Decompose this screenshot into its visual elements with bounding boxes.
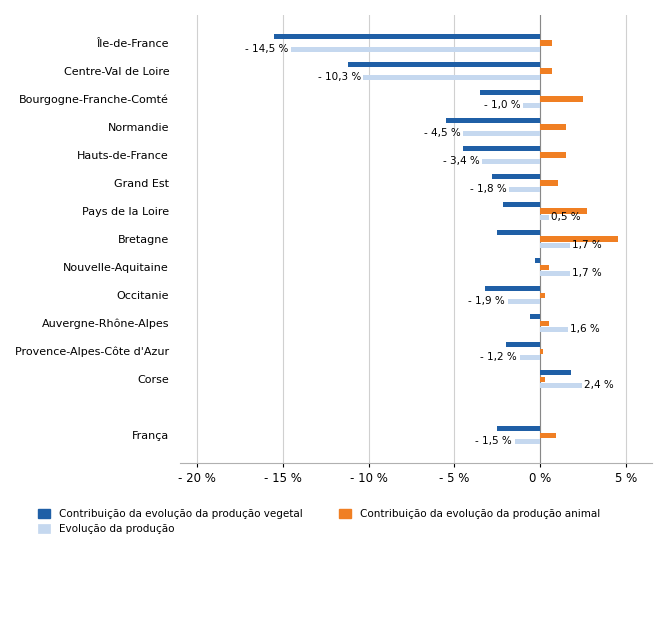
Text: 1,7 %: 1,7 % — [572, 268, 602, 278]
Text: 1,7 %: 1,7 % — [572, 240, 602, 250]
Bar — [480, 90, 540, 96]
Text: - 1,9 %: - 1,9 % — [468, 296, 505, 306]
Bar — [520, 355, 540, 360]
Bar — [540, 271, 570, 276]
Text: - 1,5 %: - 1,5 % — [475, 436, 512, 446]
Legend: Contribuição da evolução da produção vegetal, Evolução da produção, Contribuição: Contribuição da evolução da produção veg… — [33, 504, 604, 538]
Bar — [540, 153, 566, 158]
Bar — [540, 40, 552, 45]
Bar — [274, 34, 540, 39]
Bar — [482, 158, 540, 164]
Bar — [523, 102, 540, 107]
Bar — [540, 243, 570, 248]
Bar — [540, 432, 556, 438]
Text: - 1,2 %: - 1,2 % — [480, 352, 517, 362]
Bar — [348, 62, 540, 67]
Bar — [463, 147, 540, 152]
Bar — [492, 175, 540, 179]
Bar — [540, 96, 583, 101]
Bar — [498, 427, 540, 432]
Text: - 1,8 %: - 1,8 % — [470, 184, 507, 194]
Text: 1,6 %: 1,6 % — [570, 324, 600, 334]
Text: - 3,4 %: - 3,4 % — [443, 156, 480, 166]
Bar — [540, 370, 571, 375]
Bar — [540, 376, 546, 381]
Bar — [530, 314, 540, 319]
Bar — [506, 342, 540, 347]
Bar — [540, 209, 587, 214]
Bar — [502, 202, 540, 207]
Bar — [463, 130, 540, 136]
Bar — [540, 292, 546, 297]
Bar — [486, 286, 540, 291]
Bar — [540, 383, 582, 388]
Bar — [291, 47, 540, 52]
Bar — [540, 181, 558, 186]
Text: - 10,3 %: - 10,3 % — [317, 72, 361, 82]
Bar — [540, 327, 568, 332]
Bar — [540, 124, 566, 130]
Bar — [535, 258, 540, 263]
Bar — [540, 320, 549, 325]
Bar — [540, 348, 543, 353]
Bar — [364, 75, 540, 79]
Text: - 4,5 %: - 4,5 % — [424, 128, 460, 138]
Bar — [540, 215, 549, 220]
Bar — [514, 438, 540, 444]
Text: 2,4 %: 2,4 % — [584, 380, 614, 390]
Text: - 1,0 %: - 1,0 % — [484, 100, 520, 110]
Bar — [510, 187, 540, 192]
Bar — [498, 230, 540, 235]
Bar — [540, 68, 552, 73]
Bar — [540, 265, 549, 270]
Text: 0,5 %: 0,5 % — [552, 212, 581, 222]
Bar — [540, 237, 618, 242]
Bar — [446, 119, 540, 124]
Bar — [508, 299, 540, 304]
Text: - 14,5 %: - 14,5 % — [245, 44, 289, 54]
